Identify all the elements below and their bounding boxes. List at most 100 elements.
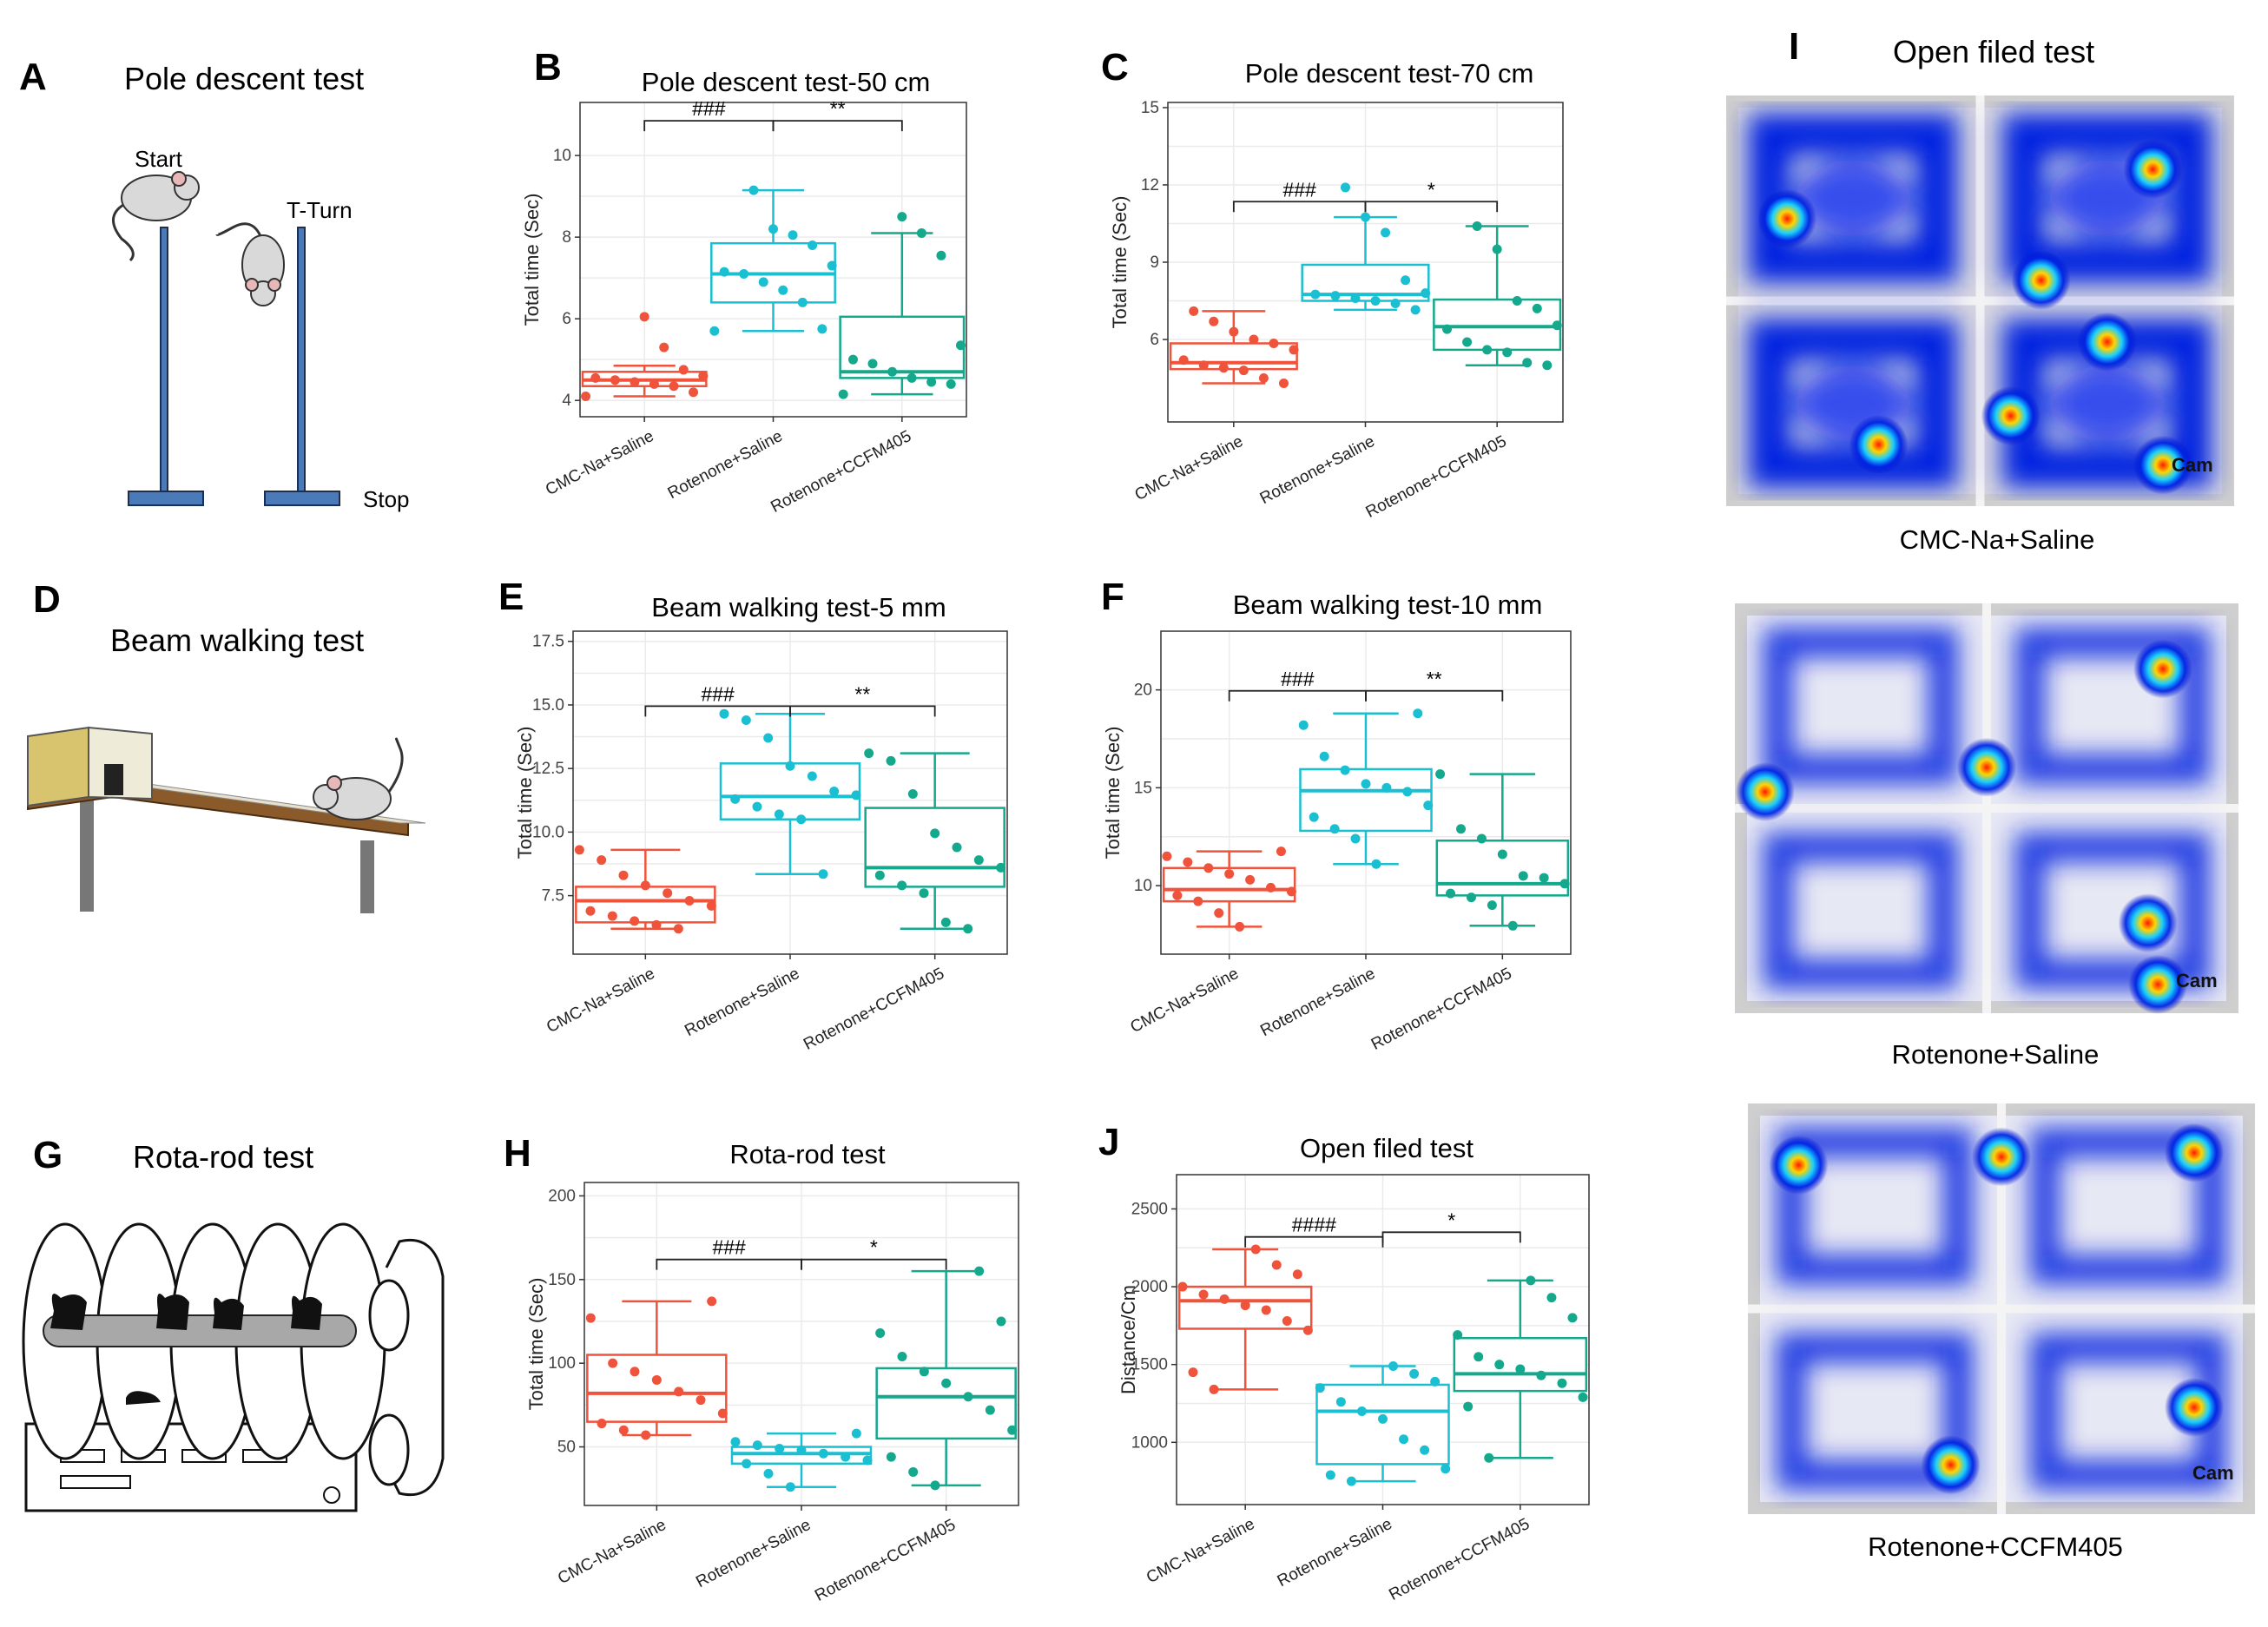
data-point — [610, 375, 620, 385]
significance-label: * — [1447, 1209, 1455, 1231]
goal-box-door — [104, 764, 123, 795]
y-tick-label: 10.0 — [532, 823, 564, 841]
panel-label-a: A — [19, 56, 47, 98]
significance-label: ** — [830, 97, 846, 120]
data-point — [778, 285, 788, 295]
panel-i-title: Open filed test — [1893, 34, 2094, 69]
significance-bracket — [1381, 1231, 1521, 1243]
data-point — [1292, 1269, 1302, 1280]
significance-label: ### — [692, 97, 726, 120]
goal-box-front — [27, 726, 89, 807]
significance-label: ### — [1282, 178, 1316, 201]
significance-bracket — [644, 705, 791, 717]
data-point — [919, 1367, 929, 1377]
data-point — [1518, 871, 1528, 881]
data-point — [952, 842, 962, 853]
boxplot-group-2 — [864, 752, 1005, 930]
data-point — [1420, 1445, 1430, 1455]
chart-j: J Open filed test 1000 1500 2000 2500 Distance… — [1098, 1121, 1590, 1604]
data-point — [1557, 1378, 1567, 1388]
significance-label: ** — [854, 682, 870, 705]
data-point — [768, 224, 778, 234]
data-point — [1507, 920, 1518, 931]
density-track — [1777, 1128, 1973, 1285]
data-point — [1188, 1367, 1198, 1378]
data-point — [1502, 347, 1513, 358]
data-point — [574, 845, 584, 855]
data-point — [851, 790, 861, 800]
boxplot-group-0 — [586, 1300, 728, 1437]
data-point — [1240, 1301, 1250, 1311]
panel-g-title: Rota-rod test — [133, 1139, 313, 1175]
chart-title: Beam walking test-10 mm — [1233, 590, 1543, 620]
data-point — [597, 1419, 607, 1429]
data-point — [1446, 888, 1456, 899]
data-point — [1229, 326, 1239, 337]
data-point — [1430, 1376, 1441, 1387]
data-point — [1330, 291, 1341, 301]
box-iqr — [864, 807, 1005, 888]
data-point — [608, 1358, 618, 1368]
x-category-label: Rotenone+Saline — [1275, 1515, 1395, 1591]
x-category-label: Rotenone+CCFM405 — [1368, 965, 1515, 1054]
pole-right — [297, 227, 306, 494]
x-category-label: Rotenone+Saline — [693, 1516, 814, 1591]
data-point — [651, 1374, 662, 1385]
data-point — [1198, 360, 1209, 371]
boxplot-group-1 — [710, 188, 836, 333]
data-point — [1265, 882, 1276, 893]
data-point — [1276, 846, 1286, 857]
data-point — [797, 297, 808, 307]
data-point — [739, 268, 749, 279]
density-hotspot — [2128, 954, 2188, 1014]
data-point — [1261, 1305, 1271, 1315]
data-point — [1224, 869, 1235, 879]
density-track — [1764, 628, 1958, 784]
data-point — [1539, 873, 1549, 883]
data-point — [706, 900, 716, 911]
data-point — [581, 391, 591, 401]
data-point — [785, 1482, 795, 1492]
data-point — [1567, 1313, 1578, 1323]
data-point — [684, 895, 695, 906]
mouse-tturn-icon — [215, 222, 285, 306]
data-point — [1487, 900, 1497, 911]
density-hotspot — [2123, 140, 2183, 200]
x-category-label: Rotenone+CCFM405 — [812, 1516, 959, 1605]
data-point — [1402, 787, 1413, 797]
data-point — [1315, 1383, 1325, 1393]
density-track — [1777, 1333, 1973, 1490]
data-point — [1484, 1452, 1494, 1463]
y-tick-label: 6 — [562, 310, 571, 328]
data-point — [946, 379, 956, 389]
panel-label-e: E — [498, 576, 524, 618]
y-axis-label: Distance/Cm — [1118, 1285, 1139, 1394]
data-point — [1249, 334, 1259, 345]
data-point — [817, 324, 827, 334]
data-point — [719, 708, 729, 719]
y-tick-label: 15.0 — [532, 696, 564, 715]
data-point — [1388, 1360, 1399, 1371]
data-point — [1421, 288, 1431, 299]
data-point — [1522, 358, 1533, 368]
panel-label-g: G — [33, 1134, 63, 1176]
heatmap-0: Cam — [1726, 96, 2234, 506]
data-point — [741, 715, 751, 726]
data-point — [996, 1316, 1006, 1327]
data-point — [827, 260, 837, 271]
data-point — [940, 917, 951, 927]
panel-label-i: I — [1789, 25, 1799, 68]
data-point — [1474, 1352, 1484, 1362]
chart-f: F Beam walking test-10 mm 10 15 20 Total time… — [1101, 576, 1572, 1054]
significance-label: * — [1427, 178, 1435, 201]
x-category-label: CMC-Na+Saline — [1127, 965, 1242, 1037]
data-point — [730, 794, 741, 804]
y-tick-label: 17.5 — [532, 633, 564, 651]
density-track — [2015, 833, 2210, 989]
x-category-label: Rotenone+CCFM405 — [1363, 432, 1510, 522]
data-point — [640, 880, 650, 891]
density-hotspot — [1921, 1435, 1981, 1495]
data-point — [1172, 890, 1183, 900]
data-point — [907, 372, 917, 383]
data-point — [696, 1395, 706, 1406]
